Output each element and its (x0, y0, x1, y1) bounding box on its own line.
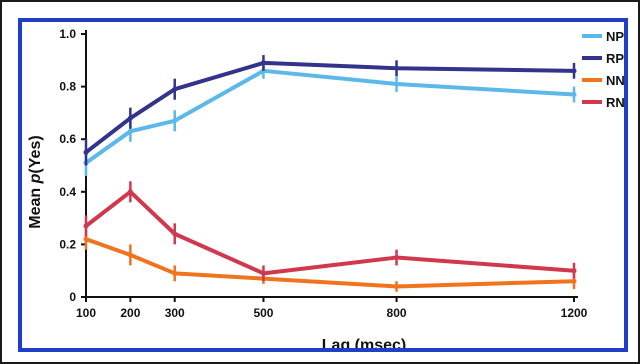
legend-label-rn: RN (606, 95, 625, 110)
y-tick-label: 1.0 (59, 27, 76, 41)
data-point (83, 236, 89, 242)
x-tick-label: 100 (76, 306, 96, 320)
data-point (127, 189, 133, 195)
x-tick-label: 800 (387, 306, 407, 320)
series-rp (83, 55, 577, 166)
data-point (172, 86, 178, 92)
data-point (127, 252, 133, 258)
series-rn (83, 181, 577, 282)
line-chart: 0 0.2 0.4 0.6 0.8 1.0 100 200 300 500 800 1200 NP RP… (27, 27, 625, 352)
legend-label-nn: NN (606, 73, 625, 88)
series-lines (83, 55, 577, 292)
legend-label-np: NP (606, 29, 624, 44)
y-tick-label: 0.8 (59, 80, 76, 94)
data-point (394, 65, 400, 71)
y-axis-title: Mean p(Yes) (27, 135, 44, 228)
data-point (394, 283, 400, 289)
series-line (84, 68, 575, 165)
data-point (394, 81, 400, 87)
data-point (127, 115, 133, 121)
x-tick-label: 300 (165, 306, 185, 320)
y-tick-label: 0.4 (59, 185, 76, 199)
series-line (84, 189, 575, 276)
axes: 0 0.2 0.4 0.6 0.8 1.0 100 200 300 500 800 1200 (59, 27, 587, 320)
data-point (571, 278, 577, 284)
data-point (172, 118, 178, 124)
data-point (172, 231, 178, 237)
x-tick-label: 500 (253, 306, 273, 320)
data-point (571, 268, 577, 274)
y-tick-label: 0 (69, 290, 76, 304)
data-point (394, 255, 400, 261)
data-point (260, 60, 266, 66)
x-tick-label: 200 (120, 306, 140, 320)
series-np (83, 62, 577, 177)
data-point (260, 270, 266, 276)
legend-label-rp: RP (606, 51, 624, 66)
data-point (83, 149, 89, 155)
series-line (85, 237, 575, 289)
chart-panel: 0 0.2 0.4 0.6 0.8 1.0 100 200 300 500 800 1200 NP RP… (18, 18, 628, 352)
data-point (571, 91, 577, 97)
y-tick-label: 0.6 (59, 132, 76, 146)
legend: NP RP NN RN (582, 29, 625, 110)
x-tick-label: 1200 (561, 306, 588, 320)
data-point (83, 223, 89, 229)
data-point (172, 270, 178, 276)
series-nn (83, 228, 577, 292)
y-tick-label: 0.2 (59, 237, 76, 251)
series-line (84, 60, 575, 154)
x-axis-title: Lag (msec) (322, 337, 406, 352)
data-point (127, 128, 133, 134)
data-point (571, 68, 577, 74)
